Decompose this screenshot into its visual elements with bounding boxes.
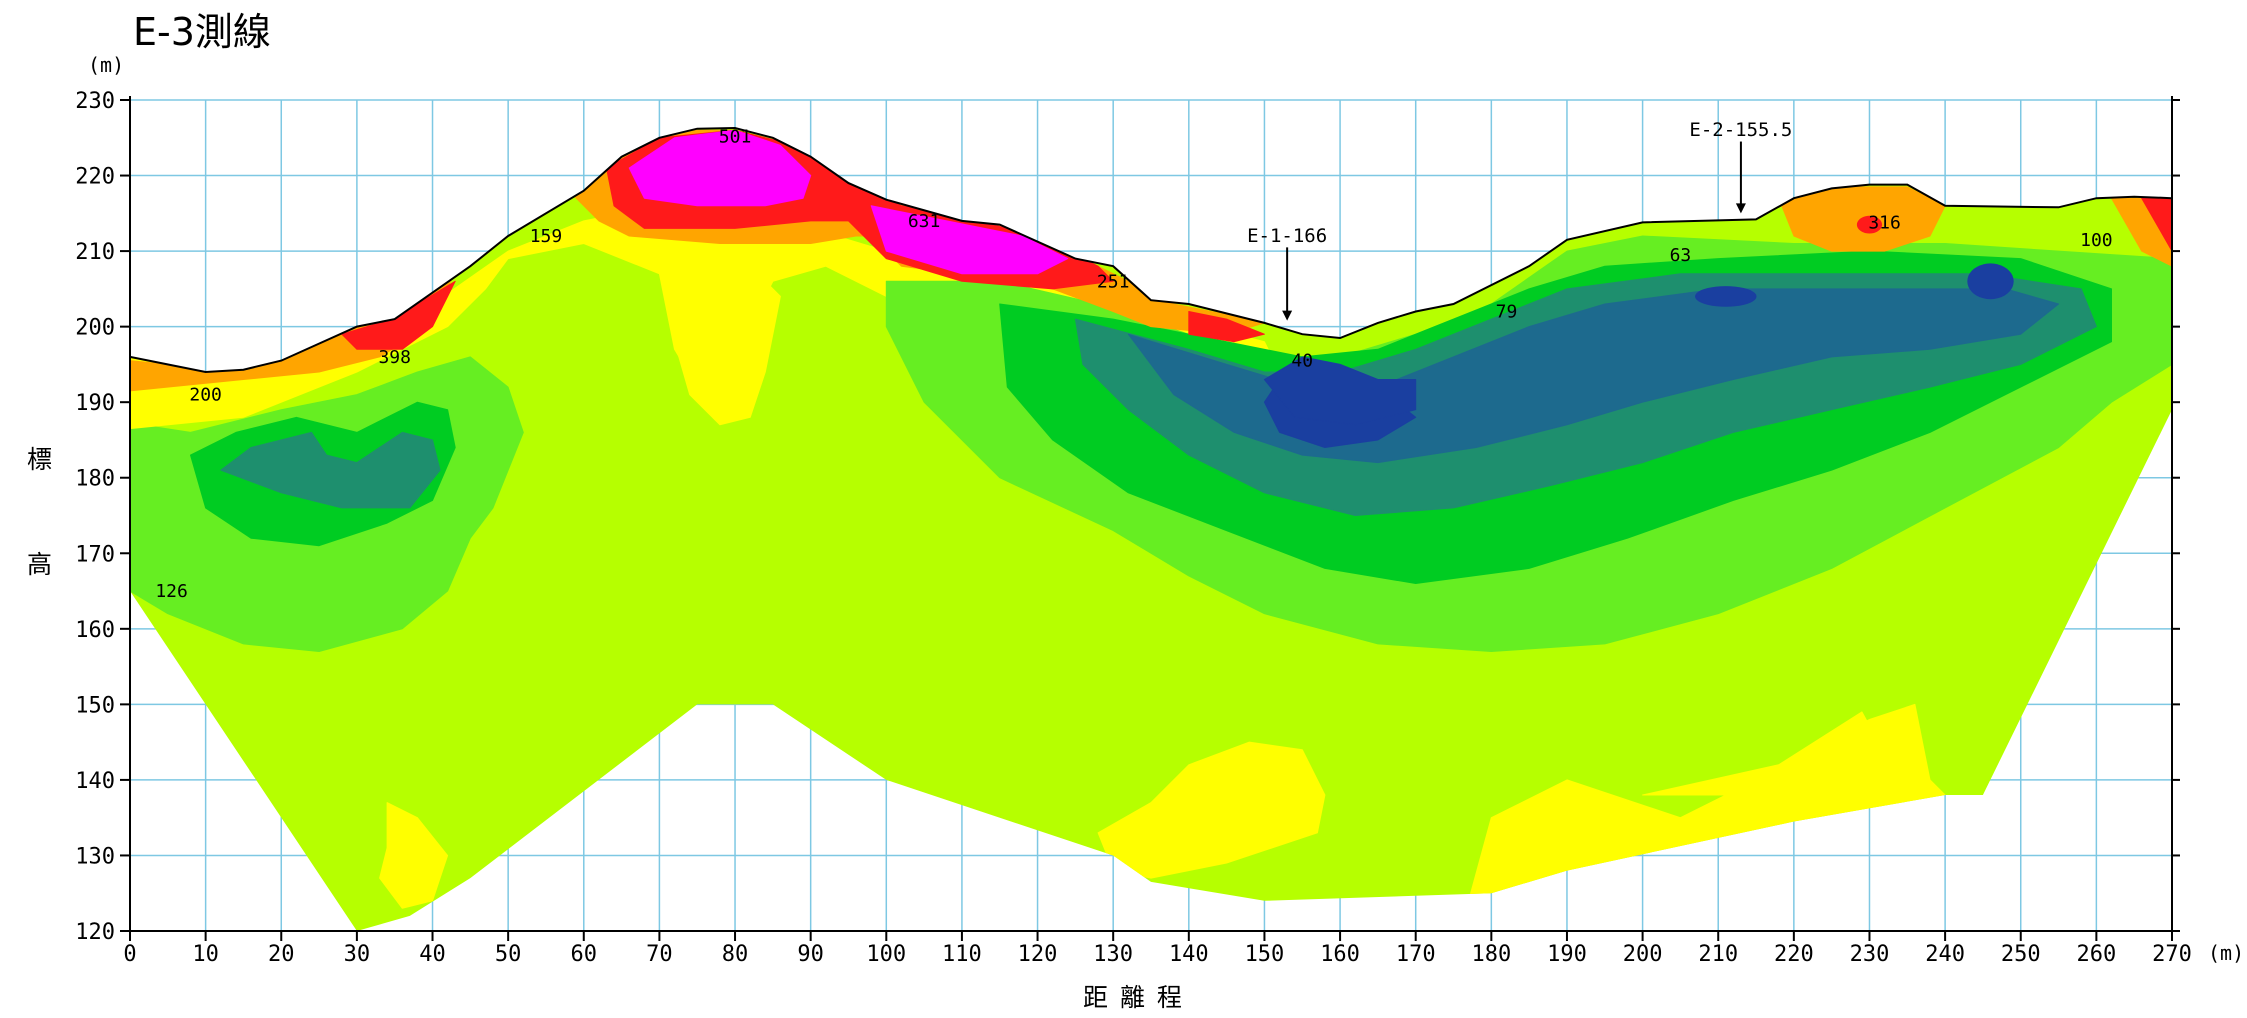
- chart-title: E-3測線: [133, 10, 271, 54]
- value-labels: 501 631 398 200 159 126 251 40 79 63 316 100: [155, 126, 2112, 602]
- borehole-markers: E-1-166 E-2-155.5: [1247, 119, 1792, 321]
- y-tick-label: 200: [75, 316, 115, 341]
- y-tick-label: 160: [75, 618, 115, 643]
- borehole-label: E-2-155.5: [1689, 119, 1792, 141]
- y-tick-label: 180: [75, 467, 115, 492]
- ground-surface-line: [129, 126, 2173, 374]
- y-tick-label: 120: [75, 920, 115, 945]
- x-axis-unit: (m): [2208, 941, 2244, 965]
- x-tick-label: 80: [722, 942, 749, 967]
- x-tick-label: 120: [1018, 942, 1058, 967]
- x-tick-label: 260: [2076, 942, 2116, 967]
- contour-fill: [130, 128, 2172, 931]
- contour-band-very-low: [1263, 356, 1417, 426]
- y-axis-unit: (m): [88, 53, 124, 77]
- resistivity-value-label: 200: [189, 385, 222, 406]
- x-tick-label: 270: [2152, 942, 2192, 967]
- y-tick-label: 190: [75, 391, 115, 416]
- y-tick-label: 220: [75, 165, 115, 190]
- borehole-arrow-head: [1282, 310, 1293, 321]
- x-tick-label: 130: [1093, 942, 1133, 967]
- x-tick-label: 20: [268, 942, 295, 967]
- x-tick-labels: 0 10 20 30 40 50 60 70 80 90 100 110 120 130 140 150 160…: [123, 942, 2192, 967]
- y-axis-label-char-2: 高: [27, 550, 52, 579]
- contour-band-red: [1856, 215, 1883, 234]
- x-tick-label: 150: [1245, 942, 1285, 967]
- x-tick-label: 60: [571, 942, 598, 967]
- x-tick-label: 170: [1396, 942, 1436, 967]
- x-tick-label: 100: [866, 942, 906, 967]
- x-tick-label: 250: [2001, 942, 2041, 967]
- contour-band-magenta: [870, 205, 1069, 275]
- y-tick-label: 130: [75, 844, 115, 869]
- x-tick-label: 160: [1320, 942, 1360, 967]
- resistivity-value-label: 398: [378, 347, 411, 368]
- axes: [120, 96, 2180, 941]
- x-tick-label: 200: [1623, 942, 1663, 967]
- x-tick-label: 40: [419, 942, 446, 967]
- x-tick-label: 90: [797, 942, 824, 967]
- x-tick-label: 140: [1169, 942, 1209, 967]
- x-tick-label: 190: [1547, 942, 1587, 967]
- x-tick-label: 10: [192, 942, 219, 967]
- resistivity-value-label: 63: [1670, 245, 1692, 266]
- surface-line: [129, 126, 2173, 374]
- x-tick-label: 30: [344, 942, 371, 967]
- resistivity-value-label: 40: [1291, 351, 1313, 372]
- resistivity-value-label: 159: [530, 226, 563, 247]
- x-tick-label: 240: [1925, 942, 1965, 967]
- x-tick-label: 230: [1850, 942, 1890, 967]
- x-tick-label: 70: [646, 942, 673, 967]
- contour-band-red: [1188, 311, 1265, 343]
- resistivity-value-label: 79: [1496, 302, 1518, 323]
- x-tick-label: 210: [1698, 942, 1738, 967]
- y-tick-label: 170: [75, 542, 115, 567]
- y-tick-label: 230: [75, 89, 115, 114]
- resistivity-value-label: 316: [1868, 212, 1901, 233]
- contour-band-mid-low: [220, 431, 441, 509]
- contour-band-yellow: [1642, 711, 1908, 796]
- y-axis-label-char-1: 標: [27, 445, 52, 474]
- y-tick-label: 150: [75, 693, 115, 718]
- resistivity-value-label: 126: [155, 581, 188, 602]
- resistivity-value-label: 631: [908, 211, 941, 232]
- borehole-label: E-1-166: [1247, 225, 1327, 247]
- borehole-arrow-head: [1735, 203, 1746, 214]
- x-tick-label: 220: [1774, 942, 1814, 967]
- y-tick-labels: 120 130 140 150 160 170 180 190 200 210 220 230: [75, 89, 115, 945]
- y-tick-label: 140: [75, 769, 115, 794]
- x-axis-label: 距 離 程: [1083, 983, 1184, 1012]
- y-tick-label: 210: [75, 240, 115, 265]
- contour-band-yellow: [379, 802, 449, 909]
- x-tick-label: 50: [495, 942, 522, 967]
- x-tick-label: 0: [123, 942, 136, 967]
- x-tick-label: 180: [1471, 942, 1511, 967]
- contour-band-magenta: [628, 129, 812, 207]
- resistivity-value-label: 100: [2080, 230, 2113, 251]
- contour-band-very-low: [1695, 286, 1757, 307]
- x-tick-label: 110: [942, 942, 982, 967]
- resistivity-value-label: 251: [1097, 271, 1130, 292]
- contour-band-very-low: [1967, 263, 2014, 300]
- resistivity-value-label: 501: [719, 126, 752, 147]
- contour-band-yellow: [674, 265, 781, 426]
